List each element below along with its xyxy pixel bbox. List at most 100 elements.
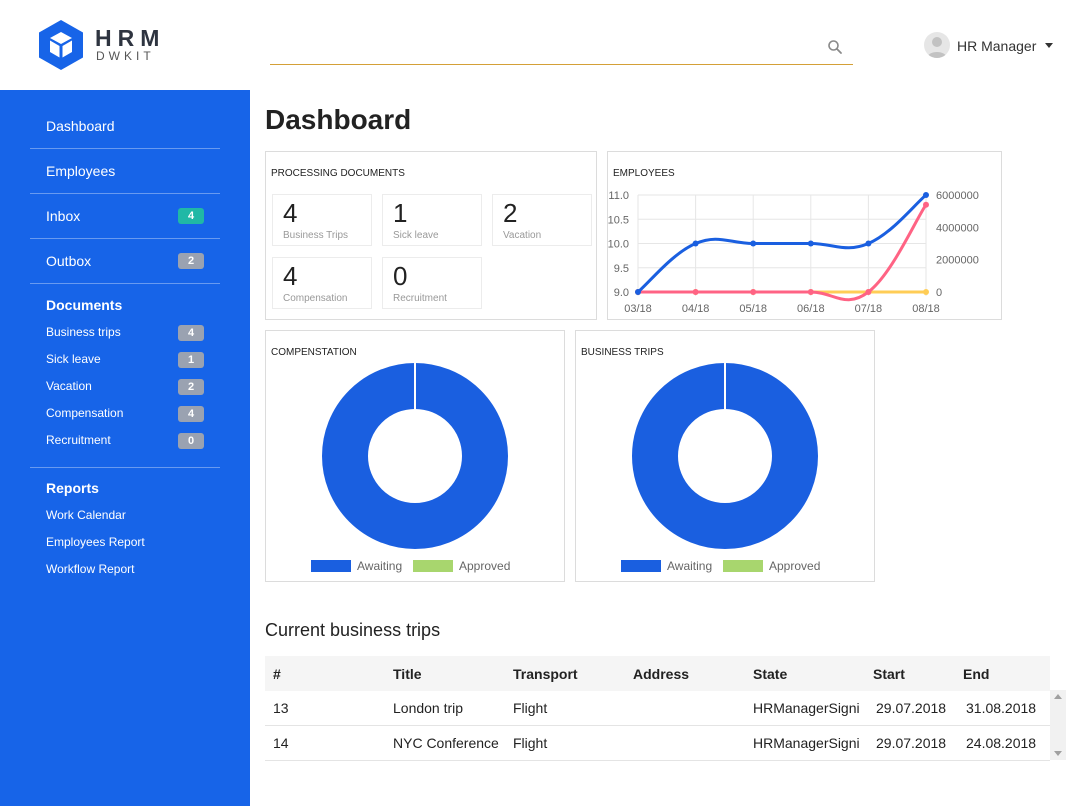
sidebar-item-outbox[interactable]: Outbox 2 — [30, 239, 220, 284]
table-cell — [625, 725, 745, 761]
tile-recruitment[interactable]: 0 Recruitment — [382, 257, 482, 309]
tile-value: 4 — [283, 198, 298, 228]
legend-swatch — [311, 560, 351, 572]
table-cell: NYC Conference — [385, 725, 505, 761]
tile-value: 0 — [393, 261, 408, 291]
sidebar: Dashboard Employees Inbox 4 Outbox 2 Doc… — [0, 90, 250, 806]
table-cell: 14 — [265, 725, 385, 761]
table-cell — [625, 691, 745, 726]
sidebar-item-employees[interactable]: Employees — [30, 149, 220, 194]
sidebar-item-dashboard[interactable]: Dashboard — [30, 104, 220, 149]
sidebar-item-label: Inbox — [46, 208, 81, 224]
x-tick-label: 04/18 — [682, 303, 710, 315]
scroll-up-icon[interactable] — [1054, 694, 1062, 699]
column-header[interactable]: # — [265, 656, 385, 691]
employees-line-chart: 9.0 9.5 10.0 10.5 11.0 0 2000000 4000000 6000000… — [608, 190, 979, 315]
x-tick-label: 05/18 — [739, 303, 767, 315]
column-header[interactable]: End — [955, 656, 1050, 691]
x-tick-label: 08/18 — [912, 303, 940, 315]
table-cell: 31.08.2018 — [955, 691, 1050, 726]
compensation-chart-panel: COMPENSTATION Awaiting Approved — [265, 330, 565, 582]
tile-value: 2 — [503, 198, 518, 228]
user-name: HR Manager — [957, 38, 1037, 54]
page-title: Dashboard — [265, 104, 412, 135]
tile-value: 1 — [393, 198, 408, 228]
sidebar-item-workflow-report[interactable]: Workflow Report — [46, 562, 204, 580]
processing-documents-panel: PROCESSING DOCUMENTS 4 Business Trips 1 … — [265, 151, 597, 320]
table-cell: HRManagerSigni — [745, 691, 865, 726]
current-trips-title: Current business trips — [265, 620, 441, 640]
logo[interactable]: HRM DWKIT — [38, 19, 168, 73]
sidebar-item-label: Vacation — [46, 379, 92, 393]
sidebar-item-label: Dashboard — [46, 118, 115, 134]
data-point — [923, 289, 929, 295]
panel-title: PROCESSING DOCUMENTS — [271, 168, 405, 179]
table-cell: 29.07.2018 — [865, 725, 955, 761]
sidebar-item-vacation[interactable]: Vacation 2 — [46, 379, 204, 397]
sidebar-item-label: Employees Report — [46, 535, 145, 549]
data-point — [923, 201, 929, 208]
table-cell: 13 — [265, 691, 385, 726]
sidebar-item-label: Compensation — [46, 406, 124, 420]
sidebar-item-label: Workflow Report — [46, 562, 135, 576]
column-header[interactable]: Transport — [505, 656, 625, 691]
sidebar-item-work-calendar[interactable]: Work Calendar — [46, 508, 204, 526]
business-trips-chart-panel: BUSINESS TRIPS Awaiting Approved — [575, 330, 875, 582]
y-tick-label: 9.0 — [614, 287, 629, 299]
scroll-down-icon[interactable] — [1054, 751, 1062, 756]
tile-sick-leave[interactable]: 1 Sick leave — [382, 194, 482, 246]
legend-label: Awaiting — [667, 559, 712, 573]
outbox-count-badge: 2 — [178, 253, 204, 269]
compensation-donut-chart: Awaiting Approved — [311, 363, 510, 573]
table-row[interactable]: 14 NYC Conference Flight HRManagerSigni … — [265, 725, 1050, 761]
sidebar-item-sick-leave[interactable]: Sick leave 1 — [46, 352, 204, 370]
legend-swatch — [621, 560, 661, 572]
data-point — [807, 240, 814, 247]
search-bar — [270, 30, 853, 65]
data-point — [750, 240, 757, 247]
sidebar-item-employees-report[interactable]: Employees Report — [46, 535, 204, 553]
panel-title: EMPLOYEES — [613, 168, 675, 179]
column-header[interactable]: Title — [385, 656, 505, 691]
business-trips-badge: 4 — [178, 325, 204, 341]
search-icon[interactable] — [827, 39, 843, 55]
table-cell: 24.08.2018 — [955, 725, 1050, 761]
tile-label: Sick leave — [393, 230, 439, 241]
column-header[interactable]: Start — [865, 656, 955, 691]
panel-title: COMPENSTATION — [271, 347, 357, 358]
reports-heading: Reports — [46, 480, 99, 496]
tile-compensation[interactable]: 4 Compensation — [272, 257, 372, 309]
y2-tick-label: 0 — [936, 287, 942, 299]
sidebar-item-compensation[interactable]: Compensation 4 — [46, 406, 204, 424]
column-header[interactable]: Address — [625, 656, 745, 691]
sidebar-item-inbox[interactable]: Inbox 4 — [30, 194, 220, 239]
search-input[interactable] — [270, 34, 814, 62]
y2-tick-label: 6000000 — [936, 190, 979, 202]
chevron-down-icon[interactable] — [1045, 43, 1053, 48]
tile-vacation[interactable]: 2 Vacation — [492, 194, 592, 246]
table-cell: 29.07.2018 — [865, 691, 955, 726]
brand-subtitle: DWKIT — [96, 49, 155, 63]
table-scrollbar[interactable] — [1050, 690, 1066, 760]
sidebar-item-label: Business trips — [46, 325, 121, 339]
y2-tick-label: 4000000 — [936, 222, 979, 234]
data-point — [692, 240, 699, 247]
data-point — [635, 289, 641, 295]
avatar — [924, 32, 950, 58]
sidebar-item-label: Work Calendar — [46, 508, 126, 522]
sidebar-item-business-trips[interactable]: Business trips 4 — [46, 325, 204, 343]
table-row[interactable]: 13 London trip Flight HRManagerSigni 29.… — [265, 691, 1050, 726]
tile-label: Compensation — [283, 293, 348, 304]
legend-swatch — [723, 560, 763, 572]
y-tick-label: 9.5 — [614, 263, 629, 275]
business-trips-table: # Title Transport Address State Start En… — [265, 656, 1050, 761]
legend-label: Approved — [769, 559, 820, 573]
sidebar-item-label: Employees — [46, 163, 116, 179]
x-tick-label: 03/18 — [624, 303, 652, 315]
column-header[interactable]: State — [745, 656, 865, 691]
tile-business-trips[interactable]: 4 Business Trips — [272, 194, 372, 246]
header: HRM DWKIT HR Manager — [0, 0, 1066, 90]
user-icon — [927, 37, 947, 58]
sidebar-item-recruitment[interactable]: Recruitment 0 — [46, 433, 204, 451]
y-tick-label: 10.0 — [608, 239, 629, 251]
